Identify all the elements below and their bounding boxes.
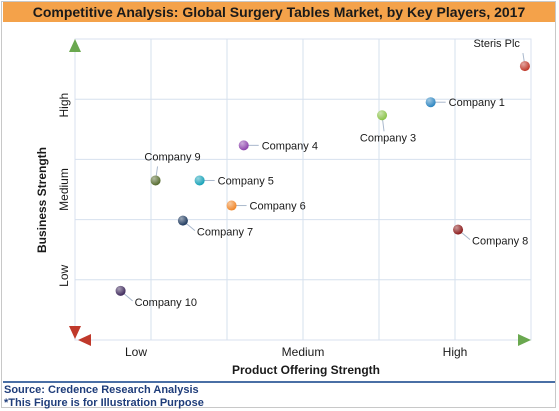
point-label: Company 6 xyxy=(250,201,306,213)
point-highlight xyxy=(177,215,188,226)
data-point: Company 10 xyxy=(115,285,197,309)
point-label: Company 9 xyxy=(144,151,200,163)
data-point: Company 5 xyxy=(194,175,274,187)
data-point: Company 3 xyxy=(360,110,416,144)
x-tick-label: Medium xyxy=(282,345,325,359)
point-label: Company 5 xyxy=(218,175,274,187)
point-highlight xyxy=(519,61,530,72)
point-highlight xyxy=(425,97,436,108)
y-tick-label: Medium xyxy=(57,168,71,211)
data-point: Company 4 xyxy=(238,140,318,152)
y-tick-label: High xyxy=(57,93,71,118)
point-label: Company 1 xyxy=(449,97,505,109)
x-tick-labels: Low Medium High xyxy=(125,345,467,359)
data-point: Company 6 xyxy=(226,200,306,213)
source-text: Source: Credence Research Analysis xyxy=(4,384,199,396)
point-label: Company 8 xyxy=(472,236,528,248)
x-axis-arrow xyxy=(78,334,531,346)
y-axis-title: Business Strength xyxy=(35,147,49,253)
x-axis-title: Product Offering Strength xyxy=(232,363,380,377)
point-highlight xyxy=(238,140,249,151)
data-point: Company 8 xyxy=(453,224,528,248)
point-label: Company 3 xyxy=(360,132,416,144)
point-highlight xyxy=(226,200,237,211)
x-tick-label: Low xyxy=(125,345,147,359)
data-point: Company 9 xyxy=(144,151,201,186)
y-axis-arrow xyxy=(69,39,81,339)
data-point: Company 7 xyxy=(177,215,253,239)
point-label: Company 4 xyxy=(262,140,318,152)
point-highlight xyxy=(194,175,205,186)
note-text: *This Figure is for Illustration Purpose xyxy=(4,397,204,409)
footer: Source: Credence Research Analysis *This… xyxy=(3,381,555,409)
data-point: Steris Plc xyxy=(473,38,530,72)
point-highlight xyxy=(115,285,126,296)
y-tick-label: Low xyxy=(57,264,71,286)
point-label: Steris Plc xyxy=(473,38,520,50)
point-label: Company 10 xyxy=(135,297,197,309)
point-highlight xyxy=(453,224,464,235)
x-tick-label: High xyxy=(443,345,468,359)
point-highlight xyxy=(150,175,161,186)
grid-lines xyxy=(75,39,531,340)
data-points: Steris Plc Company 1 Company 3 Company 4 Com… xyxy=(115,38,530,309)
y-tick-labels: Low Medium High xyxy=(57,93,71,287)
data-point: Company 1 xyxy=(425,97,505,109)
point-label: Company 7 xyxy=(197,227,253,239)
point-highlight xyxy=(377,110,388,121)
chart-title: Competitive Analysis: Global Surgery Tab… xyxy=(3,2,555,22)
